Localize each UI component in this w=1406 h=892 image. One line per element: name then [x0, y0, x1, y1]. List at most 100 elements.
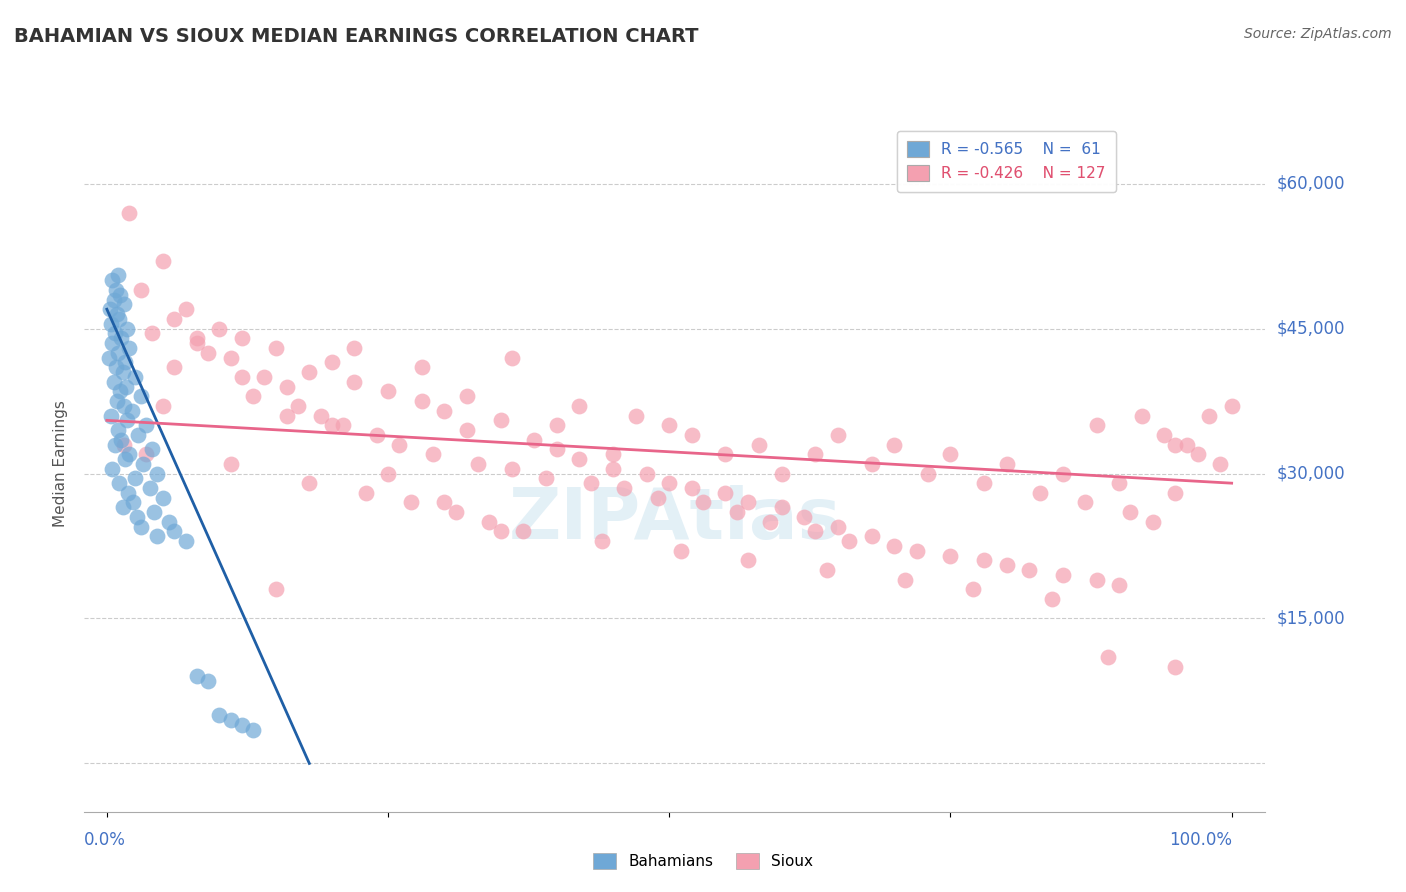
Text: ZIPAtlas: ZIPAtlas [509, 485, 841, 554]
Point [658, 418, 681, 433]
Point [377, 384, 399, 399]
Point [1175, 437, 1198, 451]
Point [152, 399, 174, 413]
Y-axis label: Median Earnings: Median Earnings [52, 401, 67, 527]
Point [1052, 568, 1074, 582]
Point [1097, 650, 1119, 665]
Point [456, 389, 478, 403]
Point [681, 481, 703, 495]
Text: $15,000: $15,000 [1277, 609, 1346, 627]
Point [112, 399, 135, 413]
Point [121, 495, 143, 509]
Point [242, 723, 264, 737]
Point [112, 437, 135, 451]
Point [107, 345, 129, 359]
Point [624, 409, 647, 423]
Point [377, 467, 399, 481]
Point [501, 461, 523, 475]
Point [433, 495, 456, 509]
Point [104, 326, 127, 341]
Point [1085, 418, 1108, 433]
Point [658, 476, 681, 491]
Point [804, 447, 827, 461]
Point [121, 403, 143, 417]
Point [231, 717, 253, 731]
Point [827, 428, 849, 442]
Point [489, 413, 512, 427]
Point [219, 713, 242, 727]
Point [1074, 495, 1097, 509]
Point [143, 505, 166, 519]
Point [1130, 409, 1153, 423]
Point [568, 452, 591, 467]
Point [714, 447, 737, 461]
Point [135, 447, 157, 461]
Point [129, 389, 152, 403]
Point [135, 418, 157, 433]
Point [546, 418, 568, 433]
Point [894, 573, 917, 587]
Point [692, 495, 714, 509]
Point [309, 409, 332, 423]
Point [152, 491, 174, 505]
Point [512, 524, 534, 539]
Point [276, 409, 298, 423]
Point [321, 418, 343, 433]
Point [141, 442, 163, 457]
Point [117, 485, 139, 500]
Point [219, 457, 242, 471]
Point [366, 428, 388, 442]
Point [602, 447, 624, 461]
Point [219, 351, 242, 365]
Point [114, 355, 136, 369]
Point [103, 375, 125, 389]
Point [124, 471, 146, 485]
Point [1187, 447, 1209, 461]
Point [118, 205, 141, 219]
Point [1029, 485, 1052, 500]
Point [489, 524, 512, 539]
Legend: Bahamians, Sioux: Bahamians, Sioux [586, 847, 820, 875]
Point [208, 708, 231, 723]
Point [118, 447, 141, 461]
Point [208, 321, 231, 335]
Point [501, 351, 523, 365]
Point [174, 534, 197, 549]
Point [107, 423, 129, 437]
Point [264, 341, 287, 355]
Point [138, 481, 160, 495]
Point [579, 476, 602, 491]
Point [478, 515, 501, 529]
Point [298, 476, 321, 491]
Point [231, 331, 253, 345]
Point [860, 457, 883, 471]
Point [860, 529, 883, 543]
Point [242, 389, 264, 403]
Point [124, 369, 146, 384]
Point [115, 413, 138, 427]
Point [101, 336, 124, 351]
Point [411, 360, 433, 375]
Point [1040, 592, 1063, 607]
Point [714, 485, 737, 500]
Point [112, 297, 135, 311]
Point [115, 321, 138, 335]
Point [163, 312, 186, 326]
Point [995, 457, 1018, 471]
Point [287, 399, 309, 413]
Point [110, 287, 132, 301]
Point [1164, 660, 1187, 674]
Point [1198, 409, 1220, 423]
Text: $45,000: $45,000 [1277, 319, 1346, 337]
Point [186, 331, 208, 345]
Legend: R = -0.565    N =  61, R = -0.426    N = 127: R = -0.565 N = 61, R = -0.426 N = 127 [897, 130, 1116, 192]
Point [101, 461, 124, 475]
Point [1164, 437, 1187, 451]
Point [98, 351, 121, 365]
Point [104, 360, 127, 375]
Point [534, 471, 557, 485]
Point [883, 437, 905, 451]
Point [568, 399, 591, 413]
Point [146, 529, 169, 543]
Text: Source: ZipAtlas.com: Source: ZipAtlas.com [1244, 27, 1392, 41]
